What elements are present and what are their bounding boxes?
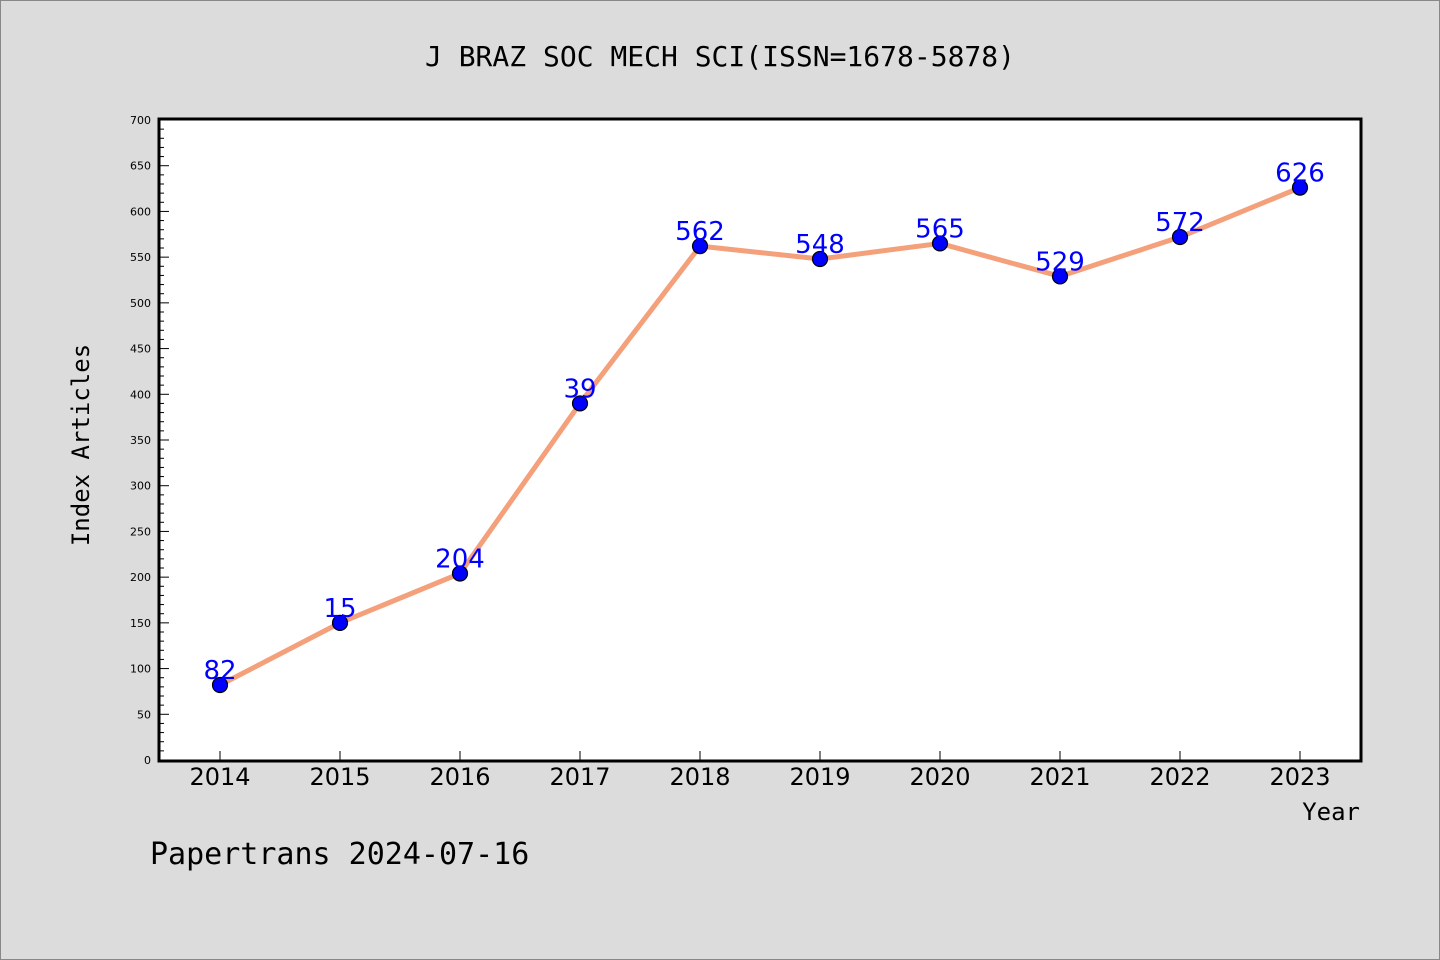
data-label: 15 <box>323 594 356 624</box>
series-line <box>217 185 1303 688</box>
x-tick-label: 2019 <box>789 763 850 791</box>
data-point <box>211 676 229 694</box>
data-label: 39 <box>563 374 596 404</box>
data-label: 82 <box>203 656 236 686</box>
y-axis: 0 50 100 150 200 250 300 350 400 450 500 550 600 650 7… <box>130 114 169 767</box>
x-tick-label: 2015 <box>309 763 370 791</box>
y-tick-label: 500 <box>130 297 151 310</box>
y-tick-label: 400 <box>130 388 151 401</box>
data-label: 529 <box>1035 247 1085 277</box>
data-point <box>1171 228 1189 246</box>
x-tick-label: 2018 <box>669 763 730 791</box>
data-point <box>811 250 829 268</box>
data-label: 626 <box>1275 159 1325 189</box>
data-label: 204 <box>435 544 485 574</box>
x-tick-label: 2016 <box>429 763 490 791</box>
data-label: 562 <box>675 217 725 247</box>
y-tick-label: 700 <box>130 114 151 127</box>
y-tick-label: 150 <box>130 617 151 630</box>
y-tick-label: 50 <box>137 708 151 721</box>
data-point <box>331 614 349 631</box>
y-tick-label: 600 <box>130 205 151 218</box>
chart-title: J BRAZ SOC MECH SCI(ISSN=1678-5878) <box>425 40 1015 73</box>
y-tick-label: 300 <box>130 480 151 493</box>
data-point <box>931 235 949 252</box>
data-point <box>451 565 469 582</box>
y-tick-label: 450 <box>130 343 151 356</box>
plot-border <box>157 117 1363 763</box>
data-point <box>691 238 709 255</box>
footer-watermark: Papertrans 2024-07-16 <box>150 837 529 872</box>
data-label: 565 <box>915 214 965 244</box>
x-axis: 2014 2015 2016 2017 2018 2019 2020 2021 2022 2023 <box>189 751 1331 791</box>
y-tick-label: 550 <box>130 251 151 264</box>
x-tick-label: 2017 <box>549 763 610 791</box>
x-axis-label: Year <box>1302 798 1360 826</box>
x-tick-label: 2014 <box>189 763 250 791</box>
data-label: 572 <box>1155 208 1205 238</box>
y-tick-label: 100 <box>130 663 151 676</box>
y-tick-label: 0 <box>144 754 151 767</box>
x-tick-label: 2020 <box>909 763 970 791</box>
x-tick-label: 2022 <box>1149 763 1210 791</box>
x-tick-label: 2023 <box>1269 763 1330 791</box>
y-tick-label: 200 <box>130 571 151 584</box>
data-point <box>1291 179 1309 196</box>
data-label: 548 <box>795 230 845 260</box>
series-index-articles: 82 15 204 39 562 548 565 529 572 626 <box>203 159 1325 694</box>
y-tick-label: 650 <box>130 160 151 173</box>
x-tick-label: 2021 <box>1029 763 1090 791</box>
y-axis-label: Index Articles <box>67 344 95 546</box>
data-point <box>1051 268 1069 285</box>
y-tick-label: 250 <box>130 525 151 538</box>
plot-area <box>159 119 1361 761</box>
data-point <box>571 395 589 412</box>
y-tick-label: 350 <box>130 434 151 447</box>
